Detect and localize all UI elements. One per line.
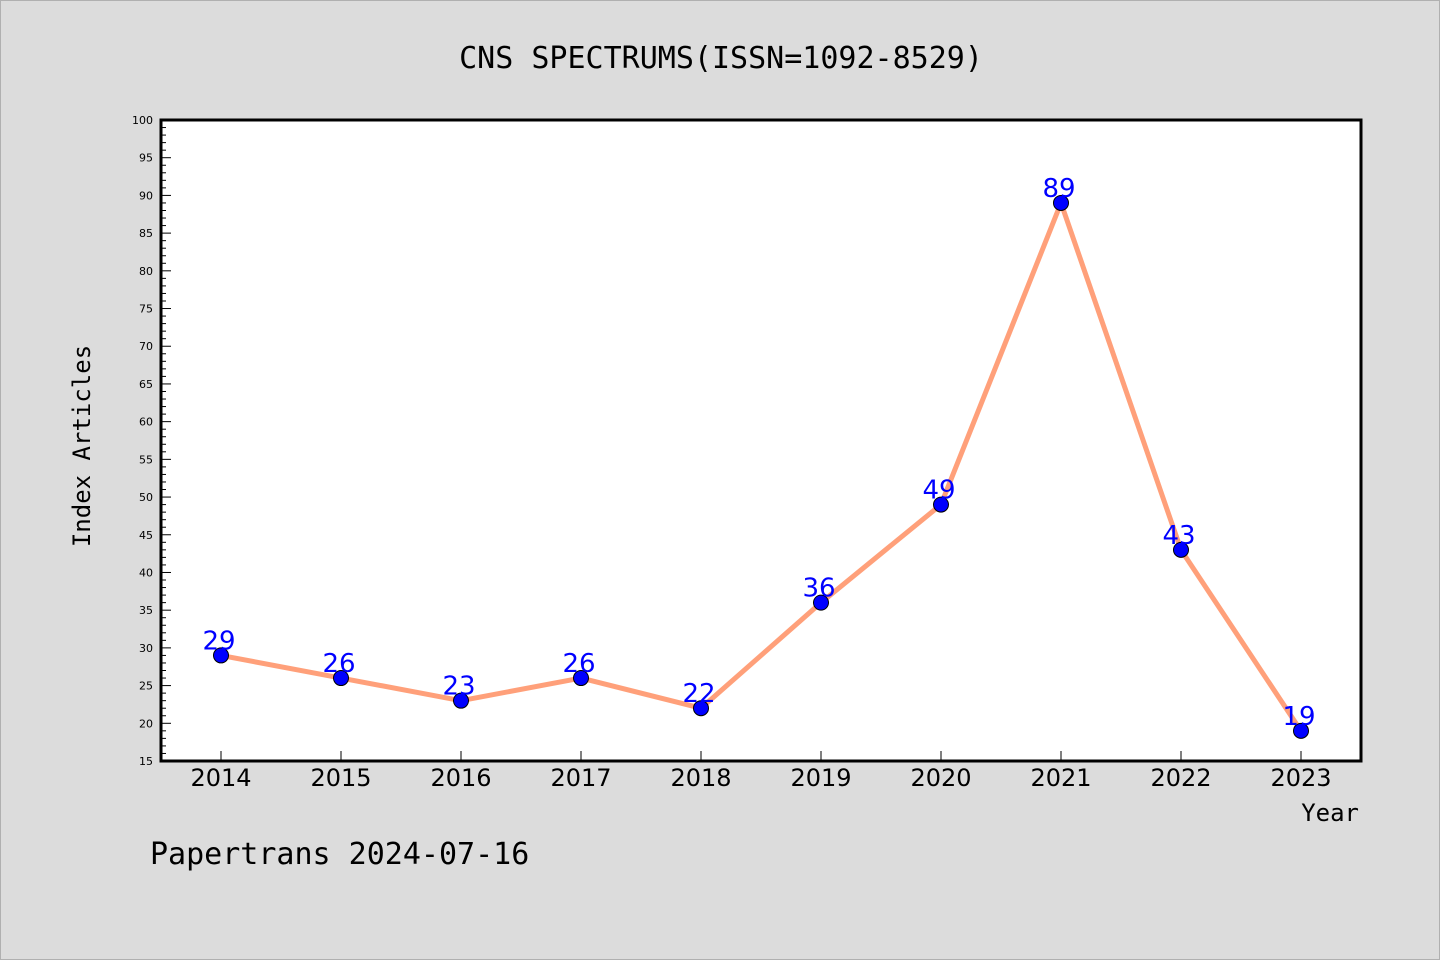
y-tick-label: 70 [139, 340, 153, 353]
y-tick-label: 80 [139, 265, 153, 278]
x-axis-label: Year [1301, 799, 1359, 827]
data-value-label: 23 [442, 672, 475, 702]
x-tick-label: 2022 [1150, 764, 1211, 792]
footer-date-stamp: Papertrans 2024-07-16 [150, 837, 529, 872]
y-tick-label: 60 [139, 416, 153, 429]
chart-title: CNS SPECTRUMS(ISSN=1092-8529) [459, 41, 983, 76]
data-value-label: 43 [1162, 521, 1195, 551]
y-tick-label: 90 [139, 189, 153, 202]
y-axis: 15 20 25 30 35 40 45 50 55 60 65 70 75 80 85 90 95 100 [132, 114, 171, 768]
y-tick-label: 40 [139, 566, 153, 579]
y-tick-label: 75 [139, 303, 153, 316]
data-point-marker [1173, 541, 1189, 558]
x-tick-label: 2014 [190, 764, 251, 792]
y-tick-label: 100 [132, 114, 153, 127]
data-value-label: 26 [562, 649, 595, 679]
data-point-marker [693, 700, 709, 717]
x-tick-label: 2018 [670, 764, 731, 792]
y-tick-label: 95 [139, 152, 153, 165]
x-tick-label: 2016 [430, 764, 491, 792]
y-tick-label: 50 [139, 491, 153, 504]
data-value-label: 49 [922, 476, 955, 506]
series-line [218, 200, 1304, 734]
x-tick-label: 2021 [1030, 764, 1091, 792]
y-axis-label: Index Articles [68, 345, 96, 547]
y-tick-label: 35 [139, 604, 153, 617]
x-tick-label: 2020 [910, 764, 971, 792]
data-value-label: 36 [802, 574, 835, 604]
data-point-marker [213, 647, 229, 664]
data-point-marker [813, 594, 829, 611]
data-point-marker [1293, 722, 1309, 739]
y-tick-label: 15 [139, 755, 153, 768]
data-value-label: 19 [1282, 702, 1315, 732]
x-tick-label: 2017 [550, 764, 611, 792]
data-value-label: 29 [202, 626, 235, 656]
y-tick-label: 65 [139, 378, 153, 391]
x-tick-label: 2015 [310, 764, 371, 792]
y-tick-label: 85 [139, 227, 153, 240]
y-tick-label: 45 [139, 529, 153, 542]
x-axis: 2014 2015 2016 2017 2018 2019 2020 2021 2022 2023 [190, 751, 1332, 792]
x-tick-label: 2019 [790, 764, 851, 792]
x-tick-label: 2023 [1270, 764, 1331, 792]
data-point-marker [573, 670, 589, 687]
y-tick-label: 25 [139, 680, 153, 693]
data-value-label: 26 [322, 649, 355, 679]
data-point-marker [453, 692, 469, 709]
data-point-marker [333, 670, 349, 687]
markers-group [213, 194, 1309, 739]
data-point-marker [1053, 194, 1069, 211]
data-value-label: 22 [682, 679, 715, 709]
y-tick-label: 20 [139, 717, 153, 730]
series-line-group [218, 200, 1304, 734]
data-labels-group: 29 26 23 26 22 36 49 89 43 19 [202, 174, 1315, 732]
y-tick-label: 30 [139, 642, 153, 655]
data-value-label: 89 [1042, 174, 1075, 204]
data-point-marker [933, 496, 949, 513]
y-tick-label: 55 [139, 453, 153, 466]
